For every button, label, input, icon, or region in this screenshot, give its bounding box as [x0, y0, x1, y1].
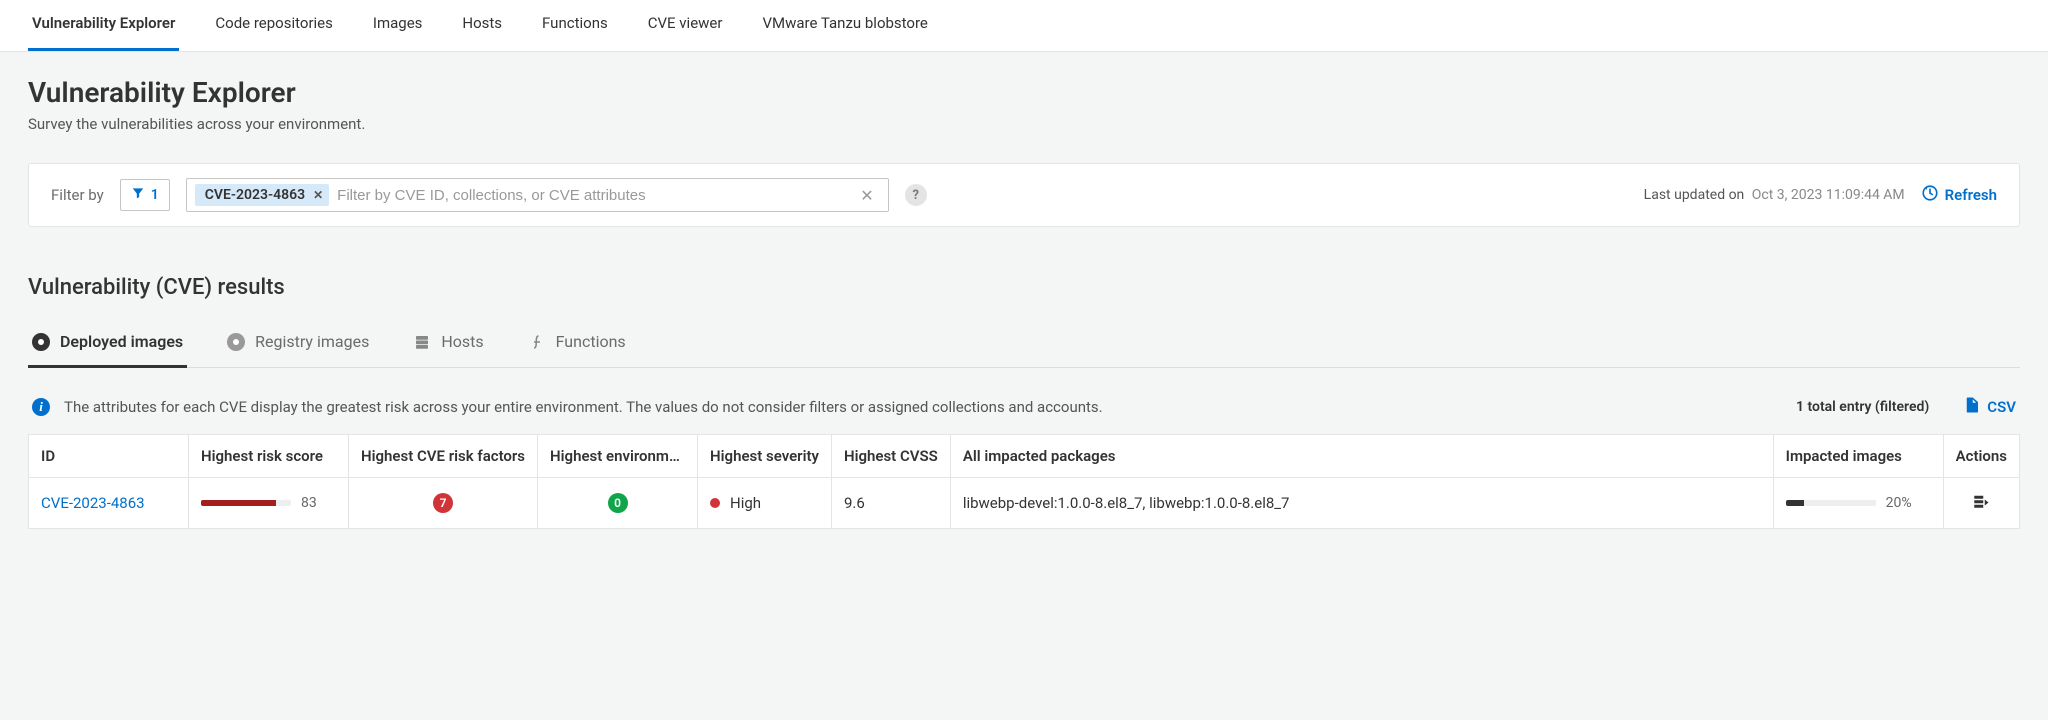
refresh-button[interactable]: Refresh [1921, 184, 1997, 206]
packages-value: libwebp-devel:1.0.0-8.el8_7, libwebp:1.0… [963, 494, 1290, 512]
filter-input[interactable] [337, 187, 846, 204]
tab-label: Images [373, 14, 423, 32]
tab-images[interactable]: Images [369, 0, 427, 51]
tab-cve-viewer[interactable]: CVE viewer [644, 0, 727, 51]
tab-label: Hosts [462, 14, 502, 32]
csv-label: CSV [1987, 398, 2016, 416]
severity-cell: High [710, 494, 819, 512]
risk-score-value: 83 [301, 495, 317, 511]
risk-factors-badge: 7 [433, 493, 453, 513]
info-bar: i The attributes for each CVE display th… [28, 368, 2020, 434]
result-tab-label: Functions [556, 332, 626, 351]
last-updated: Last updated on Oct 3, 2023 11:09:44 AM [1644, 187, 1905, 203]
severity-dot-icon [710, 498, 720, 508]
refresh-icon [1921, 184, 1939, 206]
tab-vmware-tanzu-blobstore[interactable]: VMware Tanzu blobstore [758, 0, 931, 51]
tab-label: Functions [542, 14, 608, 32]
info-text: The attributes for each CVE display the … [64, 398, 1103, 416]
tab-label: CVE viewer [648, 14, 723, 32]
risk-score-cell: 83 [201, 495, 336, 511]
col-packages[interactable]: All impacted packages [950, 435, 1773, 478]
result-tab-hosts[interactable]: Hosts [409, 324, 487, 368]
last-updated-label: Last updated on [1644, 187, 1745, 203]
filter-chip: CVE-2023-4863 ✕ [195, 184, 329, 206]
top-tabs: Vulnerability Explorer Code repositories… [0, 0, 2048, 52]
table-row[interactable]: CVE-2023-4863 83 7 0 High 9.6 libwebp-de… [29, 478, 2020, 529]
cve-id-link[interactable]: CVE-2023-4863 [41, 494, 145, 512]
col-actions[interactable]: Actions [1943, 435, 2019, 478]
last-updated-timestamp: Oct 3, 2023 11:09:44 AM [1752, 187, 1905, 203]
result-tab-label: Registry images [255, 332, 369, 351]
filter-clear-icon[interactable]: ✕ [854, 186, 879, 205]
col-env-factors[interactable]: Highest environme... [538, 435, 698, 478]
tab-code-repositories[interactable]: Code repositories [211, 0, 336, 51]
info-icon: i [32, 398, 50, 416]
functions-icon [528, 333, 546, 351]
total-entries: 1 total entry (filtered) [1796, 399, 1929, 415]
row-action-icon[interactable] [1972, 496, 1990, 514]
filter-count-button[interactable]: 1 [120, 179, 170, 211]
result-tab-label: Hosts [441, 332, 483, 351]
impacted-images-value: 20% [1886, 495, 1912, 511]
env-factors-badge: 0 [608, 493, 628, 513]
col-cvss[interactable]: Highest CVSS [831, 435, 950, 478]
deployed-images-icon [32, 333, 50, 351]
filter-icon [131, 186, 145, 204]
result-tab-registry-images[interactable]: Registry images [223, 324, 373, 368]
filter-chip-remove-icon[interactable]: ✕ [313, 188, 323, 202]
result-tabs: Deployed images Registry images Hosts Fu… [28, 324, 2020, 368]
hosts-icon [413, 333, 431, 351]
help-icon[interactable]: ? [905, 184, 927, 206]
filter-chip-label: CVE-2023-4863 [205, 187, 305, 203]
filter-label: Filter by [51, 186, 104, 204]
severity-label: High [730, 494, 761, 512]
registry-images-icon [227, 333, 245, 351]
tab-label: Vulnerability Explorer [32, 14, 175, 32]
results-title: Vulnerability (CVE) results [28, 275, 2020, 300]
filter-input-wrapper: CVE-2023-4863 ✕ ✕ [186, 178, 889, 212]
result-tab-functions[interactable]: Functions [524, 324, 630, 368]
csv-icon [1963, 396, 1981, 418]
tab-functions[interactable]: Functions [538, 0, 612, 51]
result-tab-label: Deployed images [60, 332, 183, 351]
impacted-images-cell: 20% [1786, 495, 1931, 511]
risk-score-bar [201, 500, 291, 506]
cvss-value: 9.6 [844, 494, 865, 512]
filter-card: Filter by 1 CVE-2023-4863 ✕ ✕ ? Last upd… [28, 163, 2020, 227]
tab-hosts[interactable]: Hosts [458, 0, 506, 51]
table-header-row: ID Highest risk score Highest CVE risk f… [29, 435, 2020, 478]
page-title: Vulnerability Explorer [28, 76, 2020, 109]
result-tab-deployed-images[interactable]: Deployed images [28, 324, 187, 368]
tab-label: VMware Tanzu blobstore [762, 14, 927, 32]
col-risk-factors[interactable]: Highest CVE risk factors [349, 435, 538, 478]
impacted-images-bar [1786, 500, 1876, 506]
page-subtitle: Survey the vulnerabilities across your e… [28, 115, 2020, 133]
col-id[interactable]: ID [29, 435, 189, 478]
refresh-label: Refresh [1945, 186, 1997, 204]
col-risk-score[interactable]: Highest risk score [189, 435, 349, 478]
cve-results-table: ID Highest risk score Highest CVE risk f… [28, 434, 2020, 529]
export-csv-button[interactable]: CSV [1963, 396, 2016, 418]
filter-count: 1 [151, 187, 159, 203]
col-images[interactable]: Impacted images [1773, 435, 1943, 478]
tab-vulnerability-explorer[interactable]: Vulnerability Explorer [28, 0, 179, 51]
tab-label: Code repositories [215, 14, 332, 32]
col-severity[interactable]: Highest severity [698, 435, 832, 478]
